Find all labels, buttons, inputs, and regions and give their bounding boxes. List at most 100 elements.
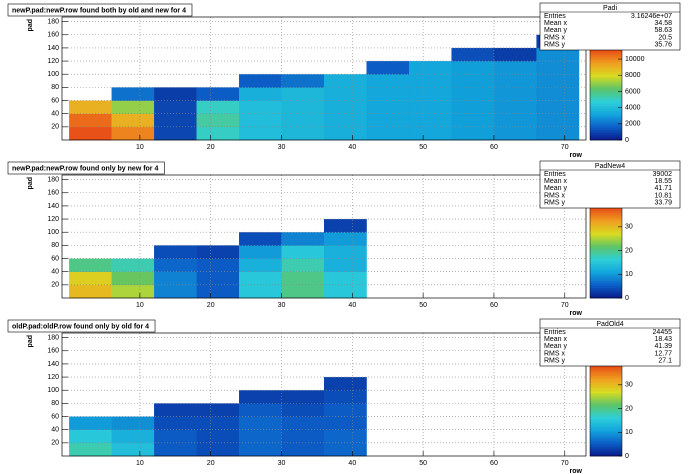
heat-cell <box>451 47 495 62</box>
z-tick-label: 10 <box>625 429 633 436</box>
heat-cell <box>366 113 410 128</box>
heat-cell <box>408 87 452 101</box>
palette-step <box>590 394 622 397</box>
palette-step <box>590 128 622 131</box>
heat-cell <box>408 126 452 141</box>
x-tick-label: 40 <box>348 144 356 151</box>
heat-cell <box>111 113 155 128</box>
heat-cell <box>451 61 495 75</box>
palette-step <box>590 382 622 385</box>
heat-cell <box>451 126 495 141</box>
heat-cell <box>493 126 537 141</box>
palette-step <box>590 226 622 229</box>
palette-step <box>590 371 622 374</box>
z-tick-label: 20 <box>625 247 633 254</box>
x-tick-label: 30 <box>278 302 286 309</box>
y-tick-label: 180 <box>47 176 59 183</box>
heat-cell <box>281 126 325 141</box>
z-tick-label: 10000 <box>625 56 645 63</box>
palette-step <box>590 94 622 97</box>
heat-cell <box>366 61 410 75</box>
heat-cell <box>154 429 197 444</box>
palette-step <box>590 243 622 246</box>
heat-cell <box>69 429 112 444</box>
palette-step <box>590 66 622 69</box>
stats-value: 35.76 <box>654 42 672 49</box>
palette-step <box>590 89 622 92</box>
palette-step <box>590 230 622 233</box>
stats-label: RMS x <box>544 34 566 41</box>
palette-step <box>590 406 622 409</box>
palette-step <box>590 391 622 394</box>
heat-cell <box>281 429 325 444</box>
stats-label: RMS x <box>544 350 566 357</box>
palette-step <box>590 411 622 414</box>
heat-cell <box>536 87 580 101</box>
x-tick-label: 40 <box>348 460 356 467</box>
heat-cell <box>366 100 410 114</box>
palette-step <box>590 224 622 227</box>
palette-step <box>590 454 622 457</box>
frame <box>61 332 587 457</box>
stats-value: 27.1 <box>658 358 672 365</box>
y-tick-label: 180 <box>47 18 59 25</box>
palette-step <box>590 442 622 445</box>
palette-step <box>590 70 622 73</box>
palette-step <box>590 264 622 267</box>
palette-step <box>590 80 622 83</box>
palette-step <box>590 228 622 231</box>
palette-step <box>590 265 622 268</box>
palette-step <box>590 114 622 117</box>
palette-step <box>590 274 622 277</box>
x-tick-label: 20 <box>207 460 215 467</box>
palette-step <box>590 439 622 442</box>
palette-step <box>590 61 622 64</box>
heat-cell <box>239 74 282 88</box>
stats-label: RMS y <box>544 358 566 365</box>
y-tick-label: 60 <box>51 413 59 420</box>
y-tick-label: 80 <box>51 242 59 249</box>
palette-step <box>590 379 622 382</box>
heat-cell <box>366 74 410 88</box>
heat-cell <box>111 429 155 444</box>
heat-cell <box>324 390 367 404</box>
y-tick-label: 80 <box>51 84 59 91</box>
stats-label: RMS y <box>544 42 566 49</box>
y-tick-label: 100 <box>47 71 59 78</box>
z-tick-label: 2000 <box>625 121 641 128</box>
heat-cell <box>281 258 325 272</box>
heat-cell <box>69 258 112 272</box>
stats-value: 20.5 <box>658 34 672 41</box>
heat-cell <box>196 245 240 259</box>
x-tick-label: 70 <box>561 460 569 467</box>
z-tick-label: 10 <box>625 271 633 278</box>
palette-step <box>590 211 622 214</box>
heat-cell <box>408 61 452 75</box>
stats-value: 34.58 <box>654 20 672 27</box>
palette-step <box>590 123 622 126</box>
heat-cell <box>154 113 197 128</box>
palette-step <box>590 119 622 122</box>
heat-cell <box>324 245 367 259</box>
x-tick-label: 30 <box>278 144 286 151</box>
heat-cell <box>111 284 155 299</box>
z-tick-label: 0 <box>625 295 629 302</box>
palette-step <box>590 444 622 447</box>
palette-step <box>590 253 622 256</box>
palette-step <box>590 262 622 265</box>
palette-step <box>590 365 622 368</box>
palette-step <box>590 413 622 416</box>
palette-step <box>590 129 622 132</box>
heat-cell <box>493 61 537 75</box>
stats-box <box>539 160 681 209</box>
palette-step <box>590 381 622 384</box>
palette-step <box>590 422 622 425</box>
heat-cell <box>536 74 580 88</box>
y-tick-label: 20 <box>51 124 59 131</box>
stats-name: Padi <box>603 5 617 12</box>
z-tick-label: 30 <box>625 382 633 389</box>
palette-step <box>590 60 622 63</box>
heat-cell <box>154 258 197 272</box>
heat-cell <box>154 416 197 430</box>
z-tick-label: 4000 <box>625 104 641 111</box>
